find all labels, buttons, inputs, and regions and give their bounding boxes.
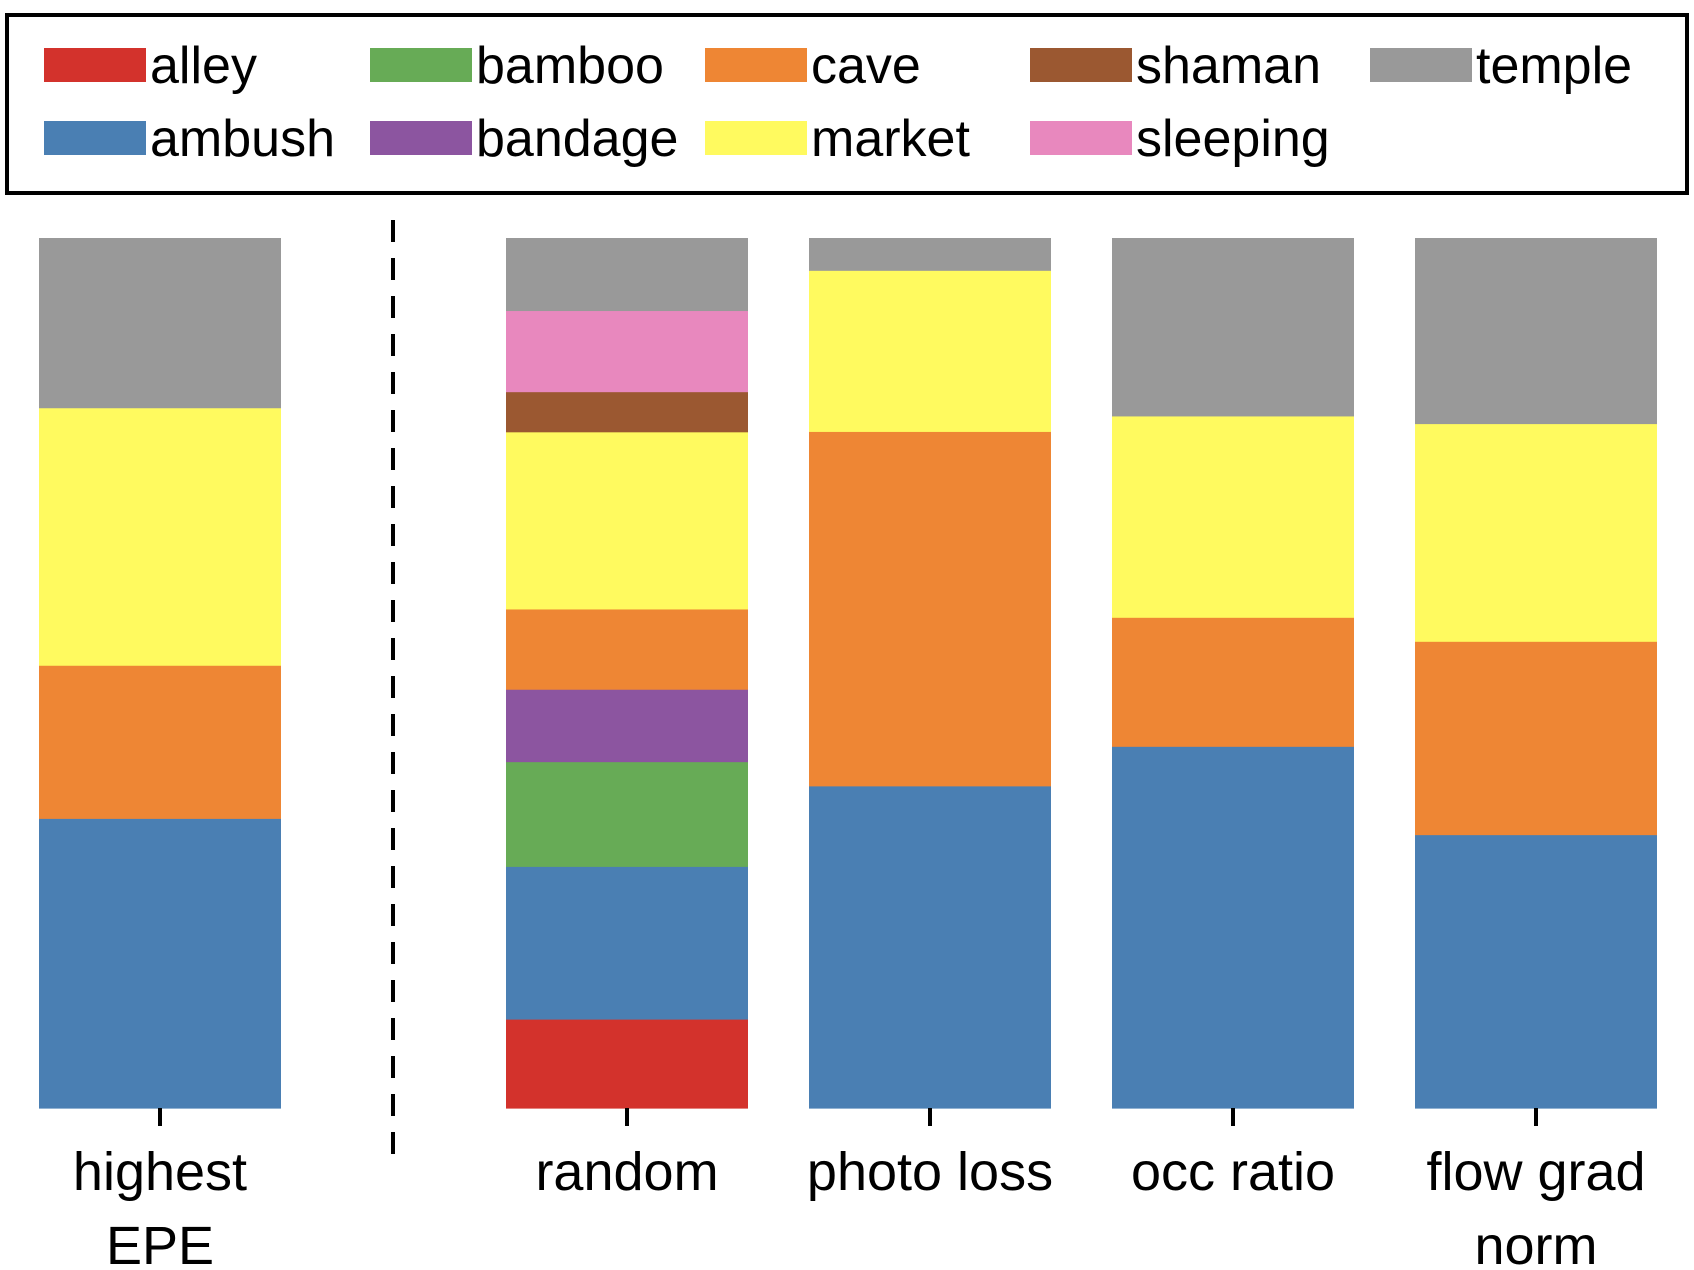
bar-segment-highest-epe-temple	[39, 238, 281, 409]
bar-segment-random-market	[506, 431, 748, 610]
legend-swatch-sleeping	[1030, 121, 1132, 155]
bar-segment-occ-ratio-temple	[1112, 238, 1354, 417]
legend: alley bamboo cave shaman temple ambush bandage…	[44, 37, 1632, 168]
bar-segment-photo-loss-cave	[809, 431, 1051, 787]
bar-segment-flow-grad-norm-cave	[1415, 641, 1657, 836]
bar-segment-flow-grad-norm-temple	[1415, 238, 1657, 425]
x-tick-label-random: random	[535, 1142, 718, 1202]
legend-swatch-cave	[705, 48, 807, 82]
bar-segment-flow-grad-norm-ambush	[1415, 834, 1657, 1109]
bars	[39, 238, 1657, 1109]
legend-label-temple: temple	[1476, 37, 1632, 95]
legend-label-market: market	[811, 110, 970, 168]
x-tick-label-highest-epe-line-1: highest	[73, 1142, 247, 1202]
bar-segment-flow-grad-norm-market	[1415, 423, 1657, 642]
legend-swatch-market	[705, 121, 807, 155]
bar-segment-random-bandage	[506, 689, 748, 763]
x-tick-label-photo-loss: photo loss	[807, 1142, 1053, 1202]
bar-segment-occ-ratio-cave	[1112, 617, 1354, 747]
bar-segment-highest-epe-cave	[39, 665, 281, 819]
bar-segment-random-ambush	[506, 866, 748, 1020]
legend-swatch-bamboo	[370, 48, 472, 82]
legend-swatch-bandage	[370, 121, 472, 155]
legend-box	[5, 13, 1689, 195]
legend-swatch-shaman	[1030, 48, 1132, 82]
legend-label-ambush: ambush	[150, 110, 335, 168]
bar-segment-random-shaman	[506, 391, 748, 433]
legend-swatch-ambush	[44, 121, 146, 155]
bar-segment-random-bamboo	[506, 761, 748, 867]
bar-segment-highest-epe-market	[39, 407, 281, 666]
bar-segment-occ-ratio-market	[1112, 415, 1354, 618]
legend-swatch-alley	[44, 48, 146, 82]
bar-segment-occ-ratio-ambush	[1112, 746, 1354, 1109]
bar-segment-random-cave	[506, 608, 748, 690]
bar-segment-photo-loss-temple	[809, 238, 1051, 271]
legend-label-alley: alley	[150, 37, 257, 95]
bar-segment-random-alley	[506, 1018, 748, 1109]
x-tick-label-flow-grad-norm-line-1: flow grad	[1426, 1142, 1645, 1202]
bar-segment-photo-loss-market	[809, 270, 1051, 432]
legend-swatch-temple	[1370, 48, 1472, 82]
bar-segment-photo-loss-ambush	[809, 785, 1051, 1109]
bar-segment-highest-epe-ambush	[39, 818, 281, 1109]
bar-segment-random-temple	[506, 238, 748, 312]
x-tick-label-occ-ratio: occ ratio	[1131, 1142, 1335, 1202]
x-tick-label-flow-grad-norm-line-2: norm	[1474, 1216, 1597, 1270]
legend-label-bamboo: bamboo	[476, 37, 664, 95]
x-axis: highest EPE random photo loss occ ratio flow …	[73, 1108, 1646, 1270]
legend-label-sleeping: sleeping	[1136, 110, 1330, 168]
legend-label-shaman: shaman	[1136, 37, 1321, 95]
legend-label-cave: cave	[811, 37, 921, 95]
bar-segment-random-sleeping	[506, 310, 748, 393]
legend-label-bandage: bandage	[476, 110, 678, 168]
x-tick-label-highest-epe-line-2: EPE	[106, 1216, 214, 1270]
